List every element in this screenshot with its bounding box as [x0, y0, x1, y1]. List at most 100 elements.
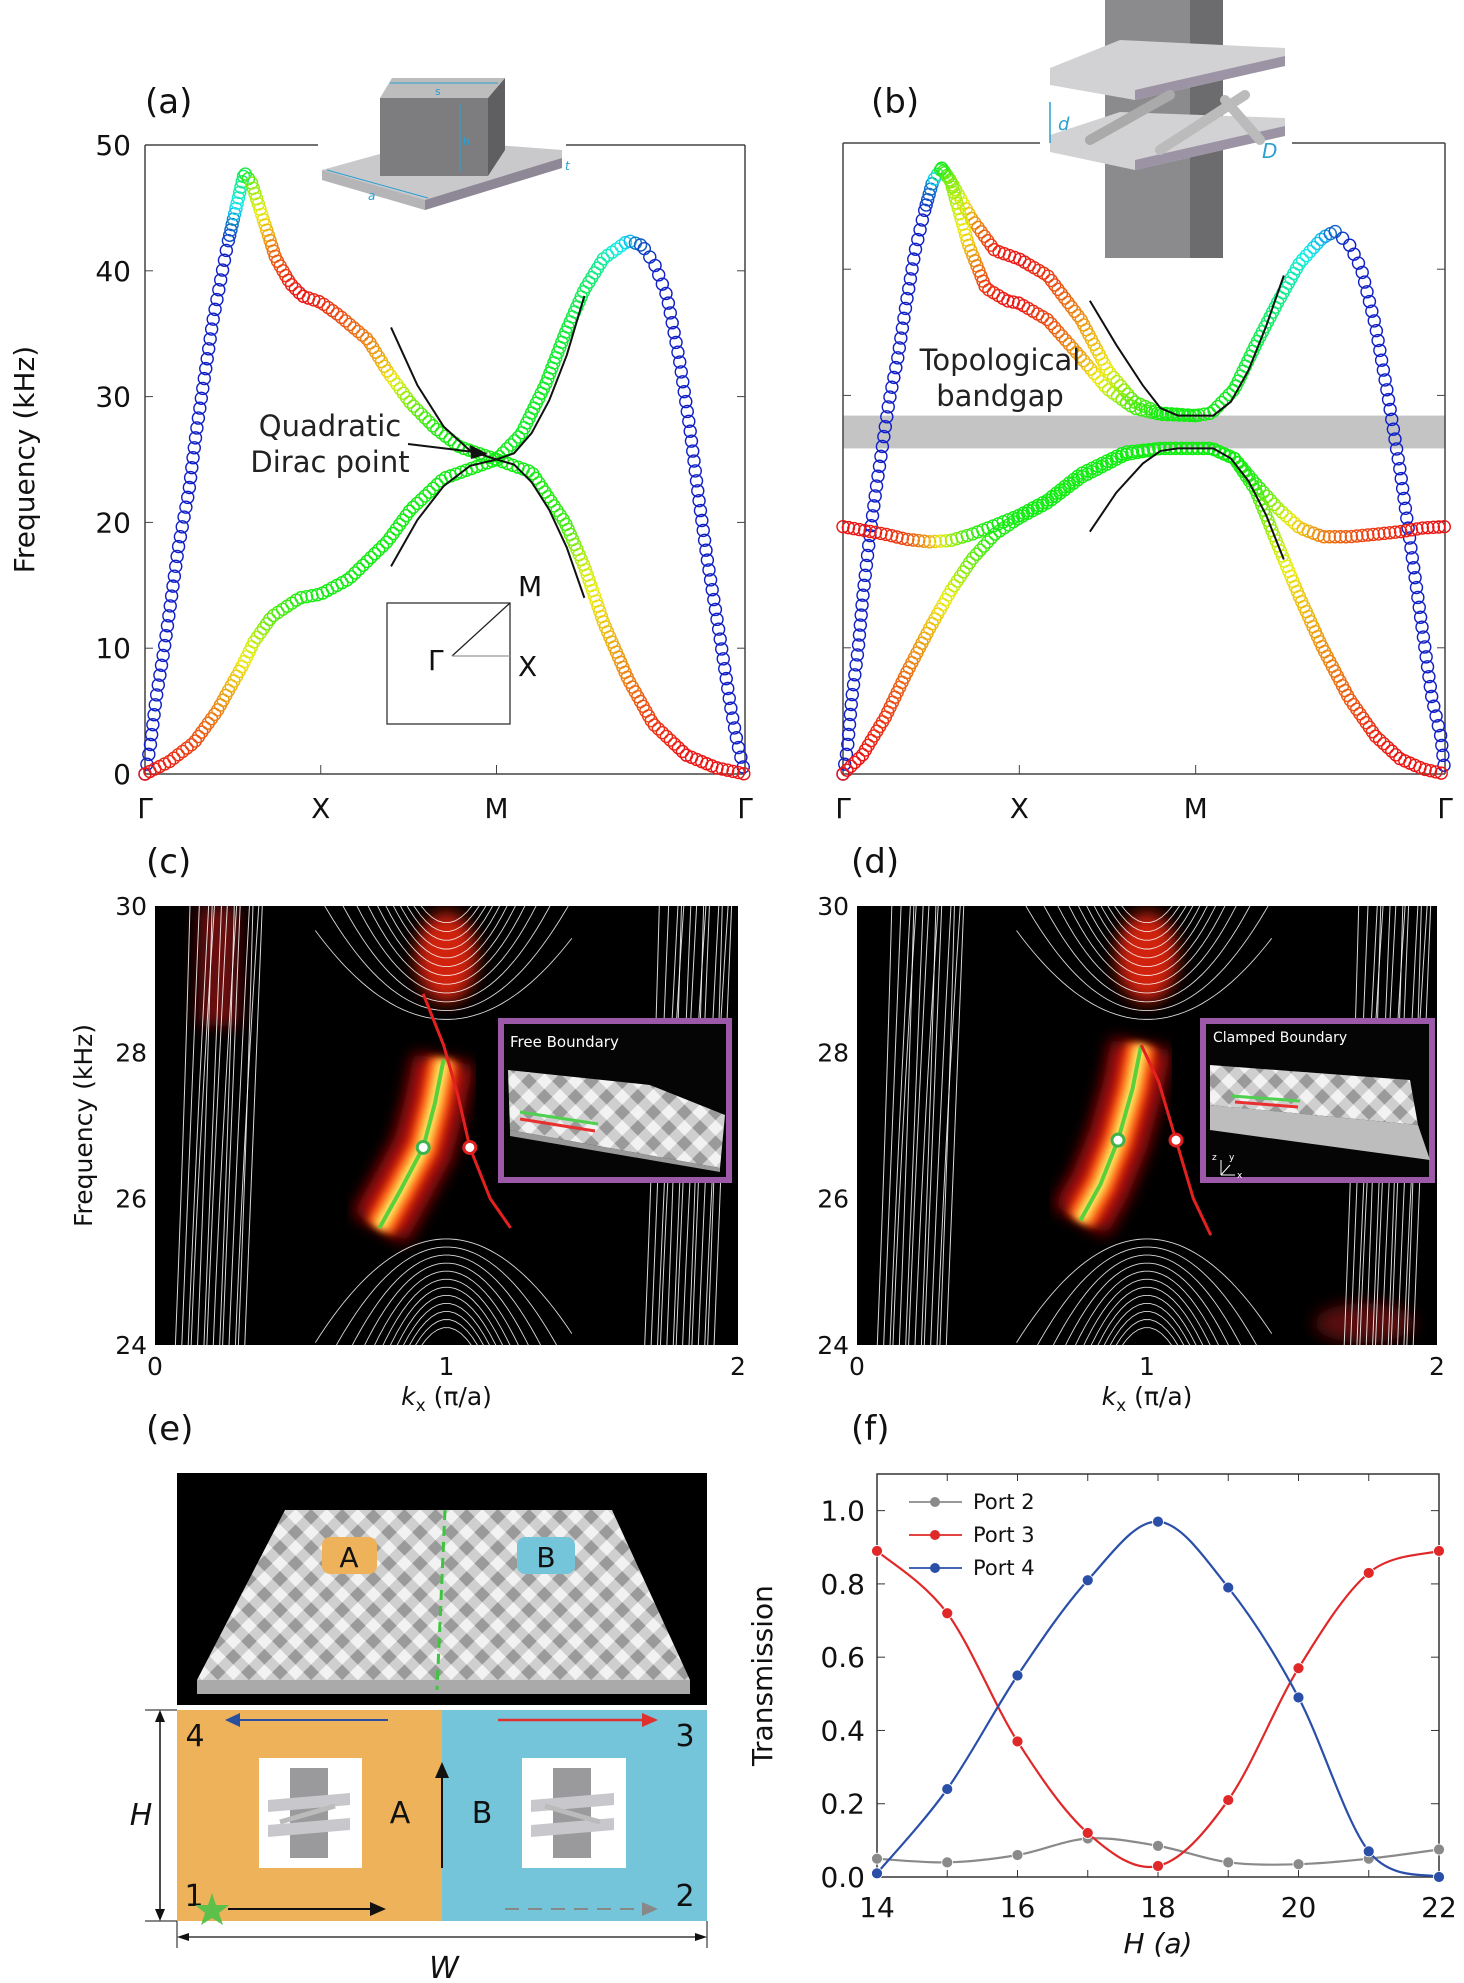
- band-point: [1256, 485, 1270, 499]
- bulk-band-line: [244, 906, 263, 1345]
- intensity-glow-top: [1117, 912, 1177, 1003]
- band-point: [1372, 733, 1387, 747]
- bulk-band-line: [1052, 1254, 1242, 1345]
- y-tick-label: 30: [817, 892, 849, 921]
- band-point: [375, 539, 390, 553]
- band-point: [1044, 273, 1059, 288]
- band-point: [171, 748, 185, 762]
- band-point: [380, 364, 394, 378]
- band-point: [1271, 501, 1285, 516]
- band-point: [1125, 444, 1140, 459]
- band-point: [849, 658, 863, 672]
- arrow-to-port-4: [225, 1713, 388, 1727]
- band-point: [430, 477, 444, 492]
- annotation-arrow: [407, 443, 488, 459]
- band-point: [841, 727, 856, 742]
- band-point: [1061, 295, 1075, 310]
- band-point: [1344, 529, 1359, 544]
- band-point: [352, 562, 366, 576]
- band-point: [1311, 528, 1326, 542]
- edge-state-red: [421, 993, 512, 1229]
- band-point: [874, 526, 888, 541]
- panel-e-schematic: A B 4 3 1 2 H W: [130, 1709, 708, 1983]
- band-point: [1287, 516, 1302, 530]
- legend-label: Port 3: [973, 1523, 1035, 1547]
- data-point: [1011, 1849, 1024, 1861]
- band-point: [710, 612, 724, 627]
- quadratic-fit-curve: [1089, 447, 1285, 560]
- unit-cell-label-s: s: [435, 85, 441, 98]
- band-point: [734, 750, 748, 764]
- band-point: [299, 589, 314, 604]
- bulk-band-line: [385, 906, 508, 968]
- band-point: [838, 757, 852, 771]
- band-point: [1393, 524, 1408, 539]
- panel-label-f: (f): [851, 1409, 890, 1449]
- band-point: [406, 399, 421, 413]
- heatmap-content: [876, 906, 1432, 1345]
- unit-cell-b-image: d D: [1040, 0, 1292, 258]
- band-point: [659, 286, 673, 301]
- data-point: [1011, 1669, 1024, 1682]
- quadratic-fit-curve: [390, 458, 586, 599]
- x-tick-label: 22: [1421, 1891, 1457, 1924]
- band-point: [1415, 620, 1429, 634]
- bulk-band-line: [364, 1262, 529, 1345]
- series-port-3: [871, 1545, 1445, 1872]
- intensity-glow-top: [416, 912, 477, 1003]
- band-point: [842, 717, 857, 732]
- bulk-band-line: [399, 906, 494, 950]
- band-point: [235, 175, 249, 189]
- bulk-band-line: [876, 906, 893, 1345]
- band-point: [867, 499, 881, 513]
- x-tick-label: X: [1010, 792, 1029, 825]
- band-point: [351, 324, 365, 339]
- bulk-band-line: [1109, 1311, 1185, 1345]
- band-point: [906, 533, 920, 547]
- band-point: [1432, 520, 1446, 534]
- bulk-band-line: [923, 906, 943, 1345]
- unit-cell-thumbnail-a: [259, 1758, 362, 1868]
- band-point: [643, 250, 657, 264]
- band-point: [836, 519, 850, 534]
- band-point: [338, 314, 353, 328]
- bulk-band-line: [1090, 1286, 1204, 1345]
- band-point: [1380, 383, 1394, 397]
- x-axis-label: kx (π/a): [1102, 1382, 1193, 1416]
- band-point: [716, 652, 730, 666]
- band-point: [984, 238, 998, 252]
- band-point: [861, 538, 876, 553]
- brillouin-zone-inset: Γ M X: [386, 570, 542, 725]
- band-point: [673, 355, 687, 369]
- bulk-band-line: [181, 906, 200, 1345]
- band-point: [1351, 256, 1366, 270]
- band-point: [1044, 316, 1058, 331]
- band-point: [692, 493, 706, 508]
- band-point: [871, 469, 885, 483]
- band-point: [913, 223, 927, 237]
- band-point: [705, 583, 719, 597]
- panel-e-sample-photo: A B: [177, 1473, 707, 1705]
- unit-cell-a-image: s h t a: [318, 78, 571, 210]
- band-point: [153, 668, 167, 682]
- clamped-boundary-inset: Clamped Boundary z y x: [1200, 1018, 1435, 1183]
- band-point: [179, 500, 193, 514]
- photo-badge-b: B: [536, 1541, 555, 1574]
- band-point: [1058, 333, 1073, 347]
- band-point: [715, 642, 729, 656]
- bulk-band-line: [1065, 1262, 1229, 1345]
- band-point: [1393, 462, 1407, 476]
- band-point: [890, 530, 904, 544]
- unit-cell-label-t: t: [565, 159, 571, 173]
- band-point: [1048, 278, 1062, 292]
- band-point: [710, 761, 724, 775]
- band-point: [206, 312, 220, 326]
- unit-cell-label-d: d: [1058, 114, 1070, 135]
- band-point: [406, 500, 420, 514]
- band-point: [981, 234, 995, 248]
- band-point: [727, 721, 742, 735]
- band-point: [663, 733, 678, 747]
- bulk-band-line: [1074, 1270, 1220, 1345]
- unit-cell-label-h: h: [463, 135, 470, 148]
- data-point: [1152, 1839, 1164, 1852]
